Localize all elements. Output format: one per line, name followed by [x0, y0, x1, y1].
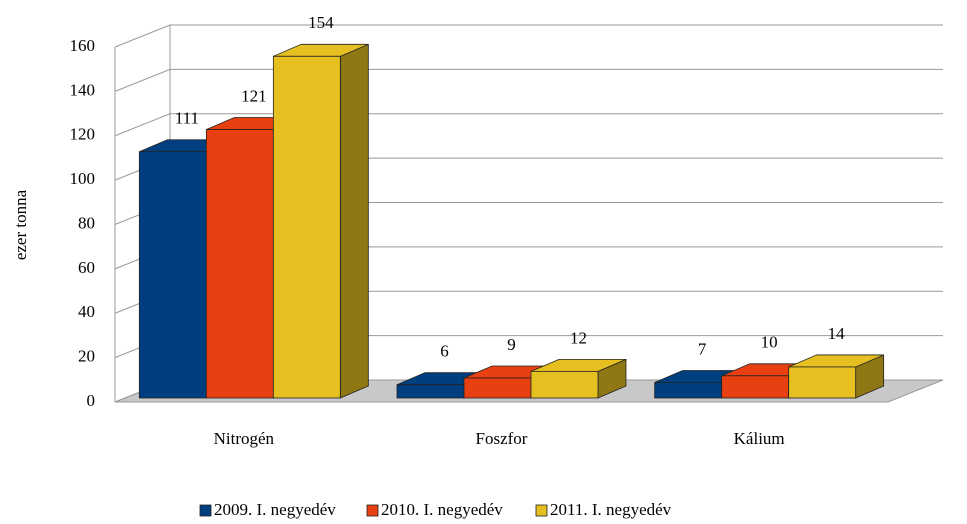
y-axis-label: ezer tonna [11, 189, 30, 260]
y-tick-label: 40 [78, 302, 95, 321]
data-label: 10 [761, 333, 778, 352]
bar [463, 377, 532, 399]
data-label: 111 [175, 109, 199, 128]
x-tick-label: Nitrogén [214, 429, 275, 448]
legend-label: 2011. I. negyedév [550, 500, 672, 519]
x-tick-label: Foszfor [476, 429, 528, 448]
y-tick-label: 160 [70, 36, 96, 55]
y-tick-label: 0 [87, 391, 96, 410]
data-label: 12 [570, 328, 587, 347]
grid-line [114, 24, 943, 48]
data-label: 14 [828, 324, 846, 343]
grid-line [114, 68, 943, 92]
data-label: 6 [440, 342, 449, 361]
bar [654, 382, 723, 399]
data-label: 121 [241, 86, 267, 105]
bar-side [339, 43, 369, 399]
data-label: 9 [507, 335, 516, 354]
bar [396, 384, 465, 399]
bar [530, 370, 599, 399]
bar [788, 366, 857, 399]
data-label: 7 [698, 339, 707, 358]
y-tick-label: 20 [78, 347, 95, 366]
y-tick-label: 140 [70, 80, 96, 99]
legend-swatch [366, 504, 379, 517]
grid-line [114, 113, 943, 137]
legend-swatch [535, 504, 548, 517]
bar [272, 55, 341, 399]
legend-swatch [199, 504, 212, 517]
y-tick-label: 100 [70, 169, 96, 188]
legend-label: 2010. I. negyedév [381, 500, 503, 519]
y-tick-label: 60 [78, 258, 95, 277]
x-tick-label: Kálium [734, 429, 785, 448]
bar [205, 129, 274, 399]
bar [138, 151, 207, 399]
y-tick-label: 80 [78, 213, 95, 232]
data-label: 154 [308, 13, 334, 32]
bar [721, 375, 790, 399]
y-tick-label: 120 [70, 125, 96, 144]
legend-label: 2009. I. negyedév [214, 500, 336, 519]
